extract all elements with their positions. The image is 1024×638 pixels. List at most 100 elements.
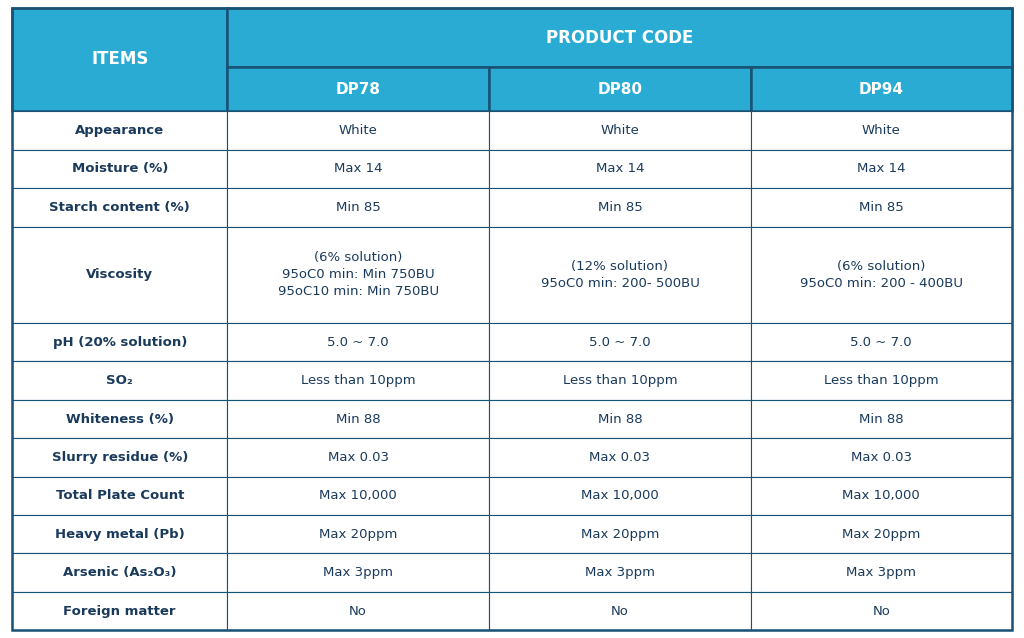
Bar	[489, 68, 751, 112]
Bar	[12, 8, 227, 112]
Text: Max 10,000: Max 10,000	[843, 489, 921, 502]
Bar	[227, 112, 489, 150]
Bar	[489, 361, 751, 400]
Bar	[489, 554, 751, 592]
Bar	[489, 592, 751, 630]
Text: Min 85: Min 85	[598, 201, 642, 214]
Text: Max 14: Max 14	[857, 163, 905, 175]
Text: Max 3ppm: Max 3ppm	[585, 566, 655, 579]
Bar	[227, 361, 489, 400]
Text: Max 10,000: Max 10,000	[581, 489, 658, 502]
Text: White: White	[600, 124, 639, 137]
Bar	[12, 226, 227, 323]
Text: Less than 10ppm: Less than 10ppm	[301, 374, 416, 387]
Bar	[227, 68, 489, 112]
Text: Less than 10ppm: Less than 10ppm	[562, 374, 677, 387]
Bar	[751, 554, 1012, 592]
Text: Max 20ppm: Max 20ppm	[318, 528, 397, 541]
Text: Max 10,000: Max 10,000	[319, 489, 397, 502]
Bar	[489, 438, 751, 477]
Bar	[12, 592, 227, 630]
Text: Max 0.03: Max 0.03	[590, 451, 650, 464]
Bar	[751, 592, 1012, 630]
Bar	[227, 226, 489, 323]
Text: Max 14: Max 14	[334, 163, 382, 175]
Bar	[751, 515, 1012, 554]
Text: Max 3ppm: Max 3ppm	[846, 566, 916, 579]
Bar	[751, 226, 1012, 323]
Text: No: No	[611, 605, 629, 618]
Text: pH (20% solution): pH (20% solution)	[52, 336, 187, 349]
Bar	[489, 150, 751, 188]
Bar	[227, 592, 489, 630]
Text: DP80: DP80	[597, 82, 642, 97]
Text: Max 0.03: Max 0.03	[851, 451, 911, 464]
Bar	[489, 188, 751, 226]
Text: Min 85: Min 85	[336, 201, 381, 214]
Bar	[227, 323, 489, 361]
Text: DP94: DP94	[859, 82, 904, 97]
Bar	[489, 112, 751, 150]
Text: No: No	[872, 605, 890, 618]
Text: Viscosity: Viscosity	[86, 269, 154, 281]
Bar	[751, 323, 1012, 361]
Text: (12% solution)
95oC0 min: 200- 500BU: (12% solution) 95oC0 min: 200- 500BU	[541, 260, 699, 290]
Bar	[12, 554, 227, 592]
Bar	[12, 112, 227, 150]
Text: 5.0 ~ 7.0: 5.0 ~ 7.0	[851, 336, 912, 349]
Text: Moisture (%): Moisture (%)	[72, 163, 168, 175]
Text: 5.0 ~ 7.0: 5.0 ~ 7.0	[328, 336, 389, 349]
Text: Min 88: Min 88	[336, 413, 380, 426]
Bar	[12, 323, 227, 361]
Bar	[751, 112, 1012, 150]
Bar	[227, 150, 489, 188]
Bar	[751, 361, 1012, 400]
Text: ITEMS: ITEMS	[91, 50, 148, 68]
Text: SO₂: SO₂	[106, 374, 133, 387]
Text: Foreign matter: Foreign matter	[63, 605, 176, 618]
Text: Max 20ppm: Max 20ppm	[842, 528, 921, 541]
Text: Max 14: Max 14	[596, 163, 644, 175]
Text: Less than 10ppm: Less than 10ppm	[824, 374, 939, 387]
Text: Max 3ppm: Max 3ppm	[324, 566, 393, 579]
Bar	[489, 400, 751, 438]
Bar	[12, 400, 227, 438]
Bar	[751, 150, 1012, 188]
Bar	[227, 515, 489, 554]
Bar	[12, 477, 227, 515]
Bar	[227, 188, 489, 226]
Bar	[489, 515, 751, 554]
Text: Appearance: Appearance	[75, 124, 164, 137]
Text: (6% solution)
95oC0 min: 200 - 400BU: (6% solution) 95oC0 min: 200 - 400BU	[800, 260, 963, 290]
Bar	[227, 554, 489, 592]
Text: Max 0.03: Max 0.03	[328, 451, 388, 464]
Bar	[227, 8, 1012, 68]
Text: Max 20ppm: Max 20ppm	[581, 528, 659, 541]
Text: Total Plate Count: Total Plate Count	[55, 489, 184, 502]
Bar	[12, 150, 227, 188]
Text: Starch content (%): Starch content (%)	[49, 201, 190, 214]
Bar	[12, 361, 227, 400]
Bar	[12, 515, 227, 554]
Bar	[751, 68, 1012, 112]
Text: No: No	[349, 605, 367, 618]
Text: Arsenic (As₂O₃): Arsenic (As₂O₃)	[63, 566, 176, 579]
Bar	[227, 438, 489, 477]
Text: White: White	[339, 124, 378, 137]
Text: (6% solution)
95oC0 min: Min 750BU
95oC10 min: Min 750BU: (6% solution) 95oC0 min: Min 750BU 95oC1…	[278, 251, 438, 299]
Bar	[227, 477, 489, 515]
Text: Min 88: Min 88	[598, 413, 642, 426]
Bar	[489, 226, 751, 323]
Text: Whiteness (%): Whiteness (%)	[66, 413, 174, 426]
Text: Min 88: Min 88	[859, 413, 903, 426]
Text: DP78: DP78	[336, 82, 381, 97]
Bar	[489, 323, 751, 361]
Text: White: White	[862, 124, 901, 137]
Bar	[751, 477, 1012, 515]
Text: Heavy metal (Pb): Heavy metal (Pb)	[55, 528, 184, 541]
Bar	[489, 477, 751, 515]
Bar	[12, 438, 227, 477]
Text: Slurry residue (%): Slurry residue (%)	[51, 451, 188, 464]
Bar	[751, 188, 1012, 226]
Bar	[12, 188, 227, 226]
